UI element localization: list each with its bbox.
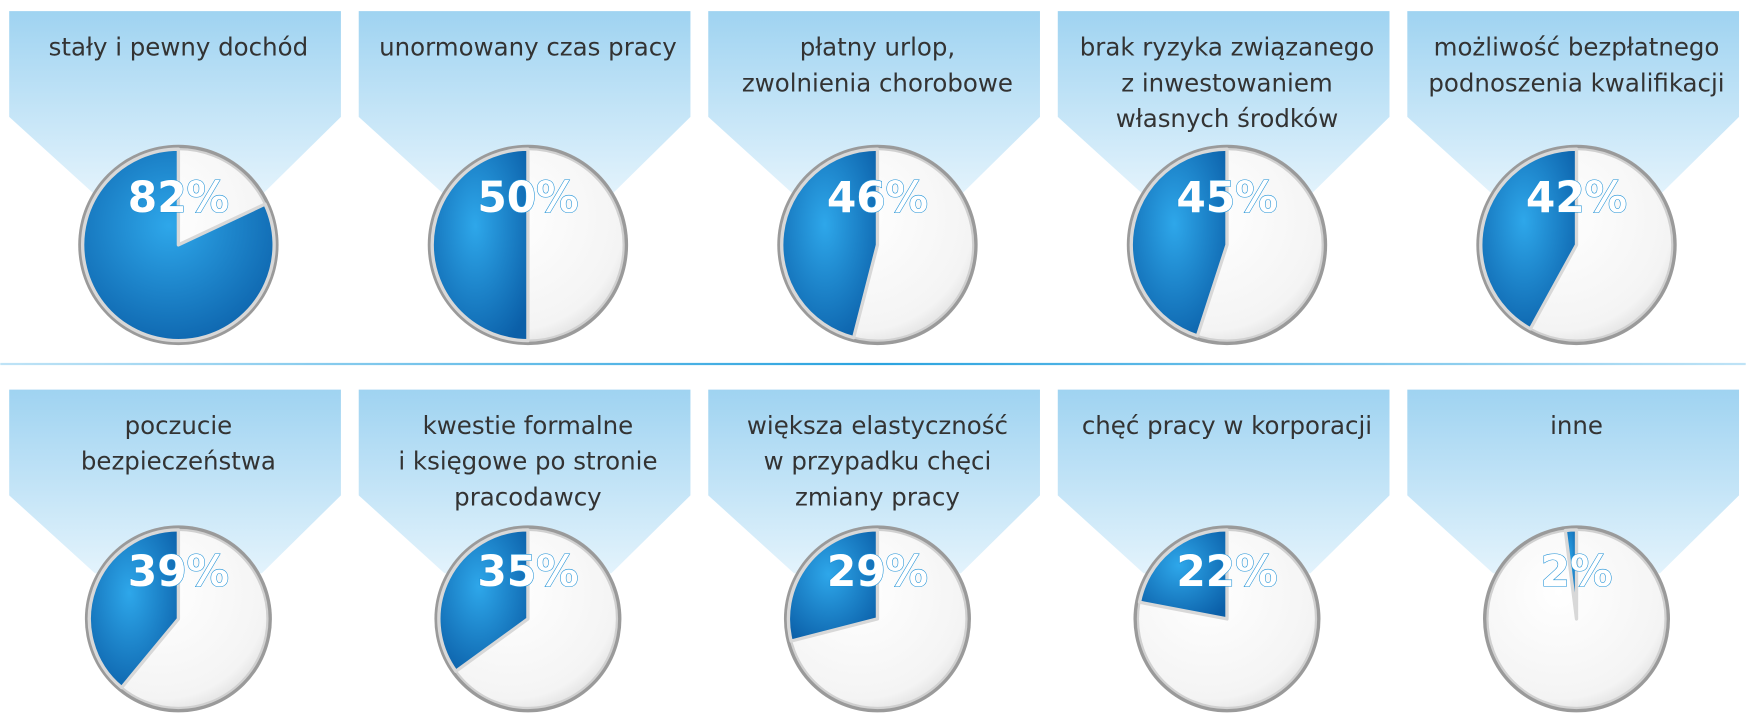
banner [1057, 11, 1390, 195]
pie-slice [1479, 147, 1579, 331]
banner [358, 11, 691, 195]
value-label: 29% [827, 547, 928, 596]
category-label: możliwość bezpłatnego [1434, 33, 1720, 62]
category-label: z inwestowaniem [1121, 68, 1333, 97]
value-label: 82% [128, 173, 229, 222]
category-label: podnoszenia kwalifikacji [1428, 68, 1724, 97]
category-label: pracodawcy [454, 482, 601, 511]
pie-slice [81, 147, 276, 343]
category-label: chęć pracy w korporacji [1082, 411, 1372, 440]
category-label: poczucie [125, 411, 233, 440]
value-label: 50% [477, 173, 578, 222]
divider [0, 362, 1746, 366]
value-label: 39% [128, 547, 229, 596]
value-label: 42% [1526, 173, 1627, 222]
category-label: w przypadku chęci [764, 447, 992, 476]
value-label: 35% [477, 547, 578, 596]
category-label: większa elastyczność [747, 411, 1008, 440]
category-label: i księgowe po stronie [398, 447, 657, 476]
banner [1057, 389, 1390, 574]
banner [708, 11, 1040, 195]
category-label: inne [1550, 411, 1603, 440]
category-label: kwestie formalne [423, 411, 634, 440]
pie-slice [780, 147, 880, 340]
category-label: bezpieczeństwa [81, 447, 276, 476]
banner [708, 389, 1040, 574]
category-label: zmiany pracy [795, 482, 960, 511]
category-label: unormowany czas pracy [379, 33, 677, 62]
category-label: własnych środków [1116, 104, 1339, 133]
category-label: brak ryzyka związanego [1080, 33, 1374, 62]
category-label: płatny urlop, [800, 33, 956, 62]
value-label: 2% [1541, 547, 1613, 596]
category-label: zwolnienia chorobowe [742, 68, 1013, 97]
pie-slice [1137, 528, 1229, 621]
value-label: 45% [1176, 173, 1277, 222]
value-label: 22% [1176, 547, 1277, 596]
category-label: stały i pewny dochód [49, 33, 308, 62]
pie-slice [1563, 528, 1579, 621]
banner [1407, 389, 1740, 574]
banner [358, 389, 691, 574]
value-label: 46% [827, 173, 928, 222]
banner [1407, 11, 1740, 195]
banner [9, 11, 341, 195]
pie-slice [786, 528, 880, 643]
pie-slice [437, 528, 530, 673]
pie-slice [430, 147, 530, 343]
pie-slice [1129, 147, 1229, 338]
pie-slice [87, 528, 181, 690]
banner [9, 389, 341, 574]
